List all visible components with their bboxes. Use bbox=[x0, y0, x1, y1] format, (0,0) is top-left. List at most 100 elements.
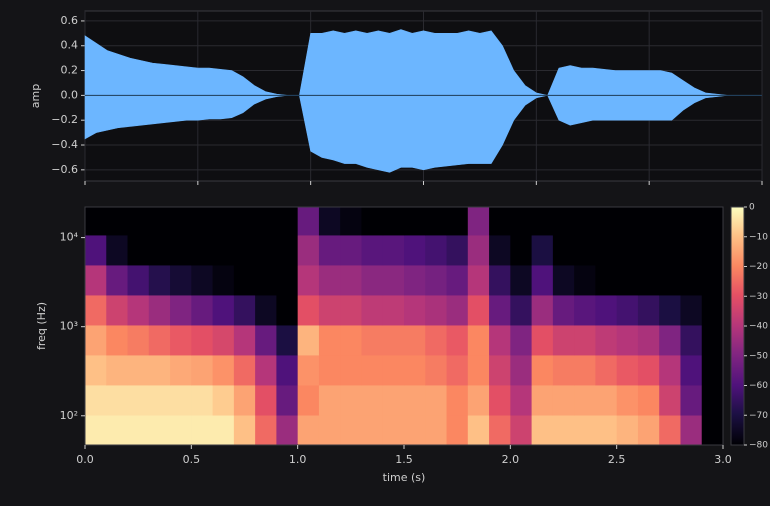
cell bbox=[170, 415, 192, 446]
cell bbox=[531, 384, 554, 416]
cell bbox=[106, 384, 129, 416]
cell bbox=[616, 264, 639, 296]
cell bbox=[510, 264, 533, 296]
cell bbox=[616, 207, 639, 236]
cell bbox=[595, 264, 618, 296]
cell bbox=[318, 415, 341, 446]
cell bbox=[531, 264, 554, 296]
x-tick-label: 2.5 bbox=[608, 453, 626, 466]
cell bbox=[425, 384, 448, 416]
cell bbox=[701, 264, 724, 296]
cell bbox=[425, 354, 448, 386]
cell bbox=[574, 415, 596, 446]
cell bbox=[680, 264, 703, 296]
cell bbox=[510, 294, 533, 326]
cell bbox=[616, 324, 639, 356]
cell bbox=[616, 234, 639, 266]
cell bbox=[701, 354, 724, 386]
cell bbox=[127, 264, 150, 296]
y-tick-label: −0.6 bbox=[51, 163, 78, 176]
cell bbox=[446, 264, 469, 296]
cell bbox=[489, 264, 511, 296]
cell bbox=[404, 415, 426, 446]
cell bbox=[148, 294, 171, 326]
colorbar-tick-label: 0 bbox=[749, 203, 755, 213]
cell bbox=[404, 384, 426, 416]
cell bbox=[191, 415, 214, 446]
cell bbox=[446, 354, 469, 386]
cell bbox=[595, 415, 618, 446]
cell bbox=[552, 324, 575, 356]
cell bbox=[255, 207, 277, 236]
cell bbox=[446, 324, 469, 356]
cell bbox=[467, 324, 490, 356]
waveform-upper bbox=[84, 29, 762, 96]
cell bbox=[127, 207, 150, 236]
cell bbox=[148, 324, 171, 356]
cell bbox=[340, 415, 362, 446]
x-tick-label: 0.0 bbox=[76, 453, 94, 466]
cell bbox=[318, 207, 341, 236]
colorbar-tick-label: −60 bbox=[749, 381, 768, 391]
cell bbox=[85, 384, 107, 416]
cell bbox=[489, 354, 511, 386]
cell bbox=[467, 207, 490, 236]
cell bbox=[467, 384, 490, 416]
cell bbox=[85, 354, 107, 386]
cell bbox=[680, 207, 703, 236]
cell bbox=[489, 234, 511, 266]
colorbar-tick-label: −30 bbox=[749, 292, 768, 302]
cell bbox=[616, 384, 639, 416]
cell bbox=[318, 354, 341, 386]
cell bbox=[340, 264, 362, 296]
cell bbox=[637, 207, 660, 236]
cell bbox=[552, 294, 575, 326]
cell bbox=[233, 354, 256, 386]
cell bbox=[85, 207, 107, 236]
cell bbox=[297, 354, 320, 386]
cell bbox=[425, 207, 448, 236]
cell bbox=[212, 415, 235, 446]
cell bbox=[212, 234, 235, 266]
cell bbox=[510, 384, 533, 416]
cell bbox=[701, 234, 724, 266]
cell bbox=[404, 354, 426, 386]
cell bbox=[701, 324, 724, 356]
cell bbox=[616, 294, 639, 326]
cell bbox=[552, 415, 575, 446]
cell bbox=[276, 234, 299, 266]
cell bbox=[233, 324, 256, 356]
cell bbox=[233, 294, 256, 326]
cell bbox=[191, 207, 214, 236]
cell bbox=[637, 384, 660, 416]
cell bbox=[106, 415, 129, 446]
colorbar-tick-label: −10 bbox=[749, 232, 768, 242]
cell bbox=[595, 207, 618, 236]
cell bbox=[552, 207, 575, 236]
cell bbox=[489, 415, 511, 446]
cell bbox=[85, 415, 107, 446]
cell bbox=[255, 294, 277, 326]
cell bbox=[361, 415, 384, 446]
cell bbox=[595, 234, 618, 266]
cell bbox=[148, 234, 171, 266]
cell bbox=[276, 384, 299, 416]
cell bbox=[255, 415, 277, 446]
cell bbox=[637, 264, 660, 296]
y-tick-label: −0.2 bbox=[51, 113, 78, 126]
cell bbox=[680, 324, 703, 356]
cell bbox=[404, 264, 426, 296]
cell bbox=[659, 354, 681, 386]
cell bbox=[361, 384, 384, 416]
y-tick-label: 0.0 bbox=[61, 88, 79, 101]
cell bbox=[382, 207, 405, 236]
cell bbox=[233, 207, 256, 236]
cell bbox=[276, 324, 299, 356]
cell bbox=[467, 264, 490, 296]
cell bbox=[318, 264, 341, 296]
cell bbox=[637, 294, 660, 326]
cell bbox=[340, 354, 362, 386]
cell bbox=[212, 354, 235, 386]
